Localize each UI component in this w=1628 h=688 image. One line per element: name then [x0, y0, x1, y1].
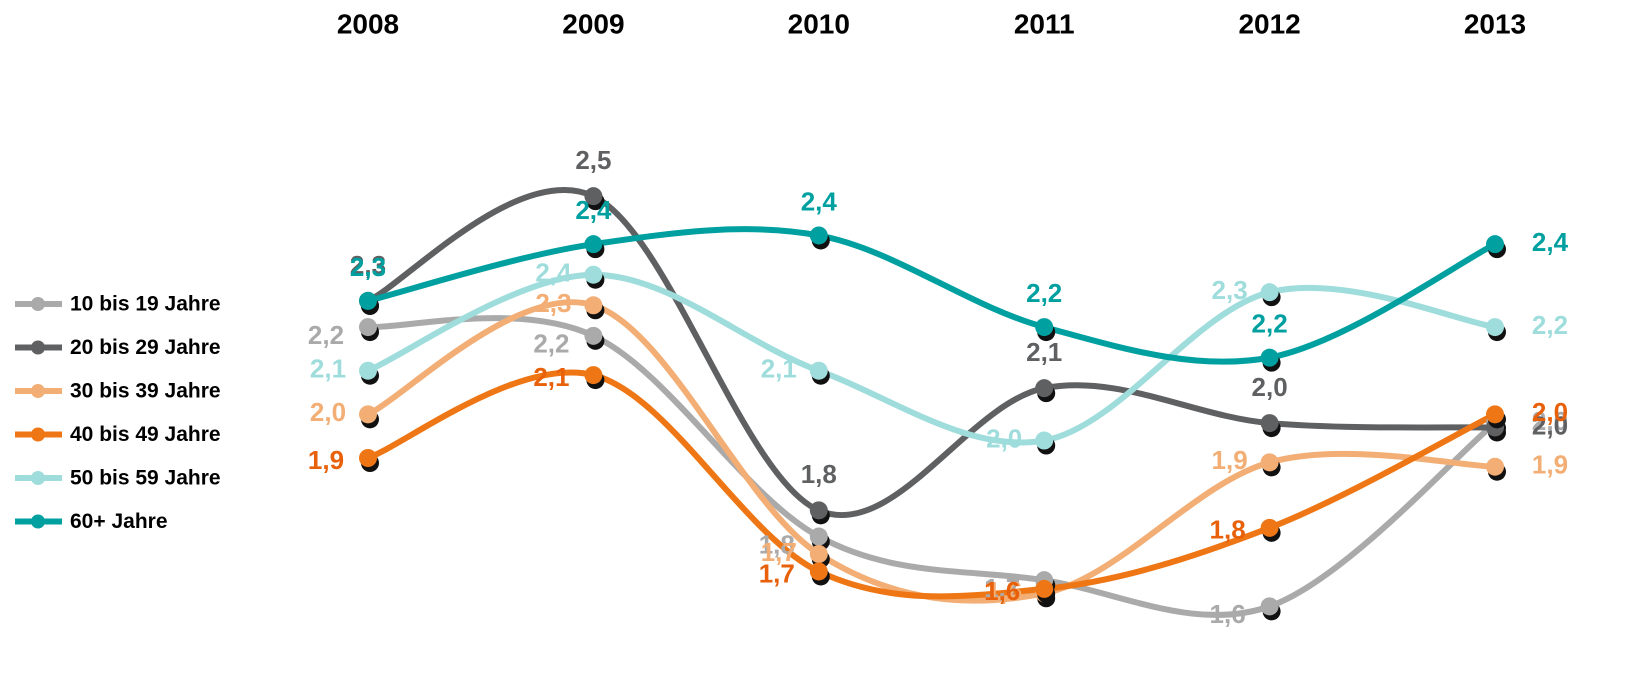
data-label: 1,8: [1210, 515, 1246, 545]
data-label: 2,5: [575, 145, 611, 175]
point: [359, 361, 377, 380]
legend-dot: [31, 340, 45, 355]
series-line: [367, 315, 1497, 618]
legend-label: 10 bis 19 Jahre: [70, 293, 221, 316]
point: [809, 361, 828, 380]
legend-dot: [31, 384, 45, 398]
data-label: 1,9: [1532, 450, 1568, 480]
data-label: 1,7: [984, 573, 1020, 603]
legend-label: 50 bis 59 Jahre: [70, 467, 221, 490]
point: [359, 318, 377, 337]
data-label: 2,0: [1532, 410, 1568, 440]
point: [809, 562, 828, 581]
point: [359, 449, 377, 467]
point: [359, 405, 377, 424]
data-label: 2,3: [350, 252, 386, 282]
point: [584, 265, 603, 284]
point: [1035, 379, 1054, 398]
legend-label: 20 bis 29 Jahre: [70, 336, 221, 359]
data-label: 2,2: [533, 329, 569, 359]
data-label: 1,7: [759, 558, 795, 588]
point: [584, 296, 603, 315]
series-line: [367, 226, 1497, 365]
point: [584, 235, 603, 254]
x-tick-label: 2012: [1238, 8, 1300, 39]
legend-dot: [31, 427, 45, 442]
data-label: 1,9: [1212, 445, 1248, 475]
series-line: [366, 271, 1496, 446]
point: [1260, 597, 1279, 616]
legend-dot: [31, 471, 45, 485]
data-label: 2,2: [1532, 310, 1568, 340]
legend-label: 40 bis 49 Jahre: [70, 423, 221, 446]
data-label: 1,9: [308, 445, 344, 475]
point: [809, 545, 828, 563]
legend-label: 60+ Jahre: [70, 510, 168, 533]
point: [1486, 457, 1504, 476]
data-label: 2,4: [535, 258, 572, 288]
data-label: 2,1: [533, 362, 569, 392]
data-label: 2,3: [1212, 275, 1248, 305]
x-tick-label: 2011: [1014, 8, 1075, 39]
point: [1035, 318, 1054, 337]
point: [584, 187, 603, 206]
point: [1486, 318, 1504, 337]
x-tick-label: 2010: [788, 8, 850, 39]
data-label: 2,3: [350, 250, 386, 280]
data-label: 2,2: [308, 320, 344, 350]
data-label: 2,1: [761, 354, 797, 384]
data-label: 1,6: [986, 576, 1022, 606]
data-label: 2,1: [1026, 337, 1062, 367]
data-label: 1,8: [801, 459, 837, 489]
data-label: 1,8: [759, 529, 795, 559]
legend-label: 30 bis 39 Jahre: [70, 380, 221, 403]
data-label: 2,4: [1532, 227, 1569, 257]
data-label: 2,2: [1026, 278, 1062, 308]
data-label: 2,0: [1252, 372, 1288, 402]
data-label: 2,0: [1532, 397, 1568, 427]
data-label: 2,0: [1532, 406, 1568, 436]
point: [584, 326, 603, 345]
point: [1486, 235, 1504, 254]
x-tick-label: 2008: [337, 8, 399, 39]
point: [1260, 414, 1279, 433]
point: [1260, 283, 1279, 302]
legend-dot: [31, 297, 45, 311]
legend-dot: [31, 514, 45, 529]
point: [809, 226, 828, 245]
x-tick-label: 2013: [1464, 8, 1526, 39]
point: [359, 291, 377, 310]
data-label: 1,6: [1210, 599, 1246, 629]
point: [1035, 579, 1054, 598]
point: [1486, 405, 1504, 424]
data-label: 2,0: [310, 397, 346, 427]
data-label: 1,6: [984, 576, 1020, 606]
point: [584, 366, 603, 385]
data-label: 2,1: [310, 354, 346, 384]
point: [809, 501, 828, 520]
data-label: 1,7: [761, 537, 797, 567]
data-label: 2,4: [801, 186, 838, 216]
data-label: 2,0: [986, 423, 1022, 453]
point: [1260, 518, 1279, 537]
data-label: 2,3: [535, 288, 571, 318]
data-label: 2,4: [575, 195, 612, 225]
series-line: [366, 369, 1497, 600]
point: [1035, 431, 1054, 450]
point: [1260, 348, 1279, 367]
point: [809, 527, 828, 546]
x-tick-label: 2009: [562, 8, 624, 39]
point: [1260, 453, 1279, 472]
data-label: 2,2: [1252, 309, 1288, 339]
